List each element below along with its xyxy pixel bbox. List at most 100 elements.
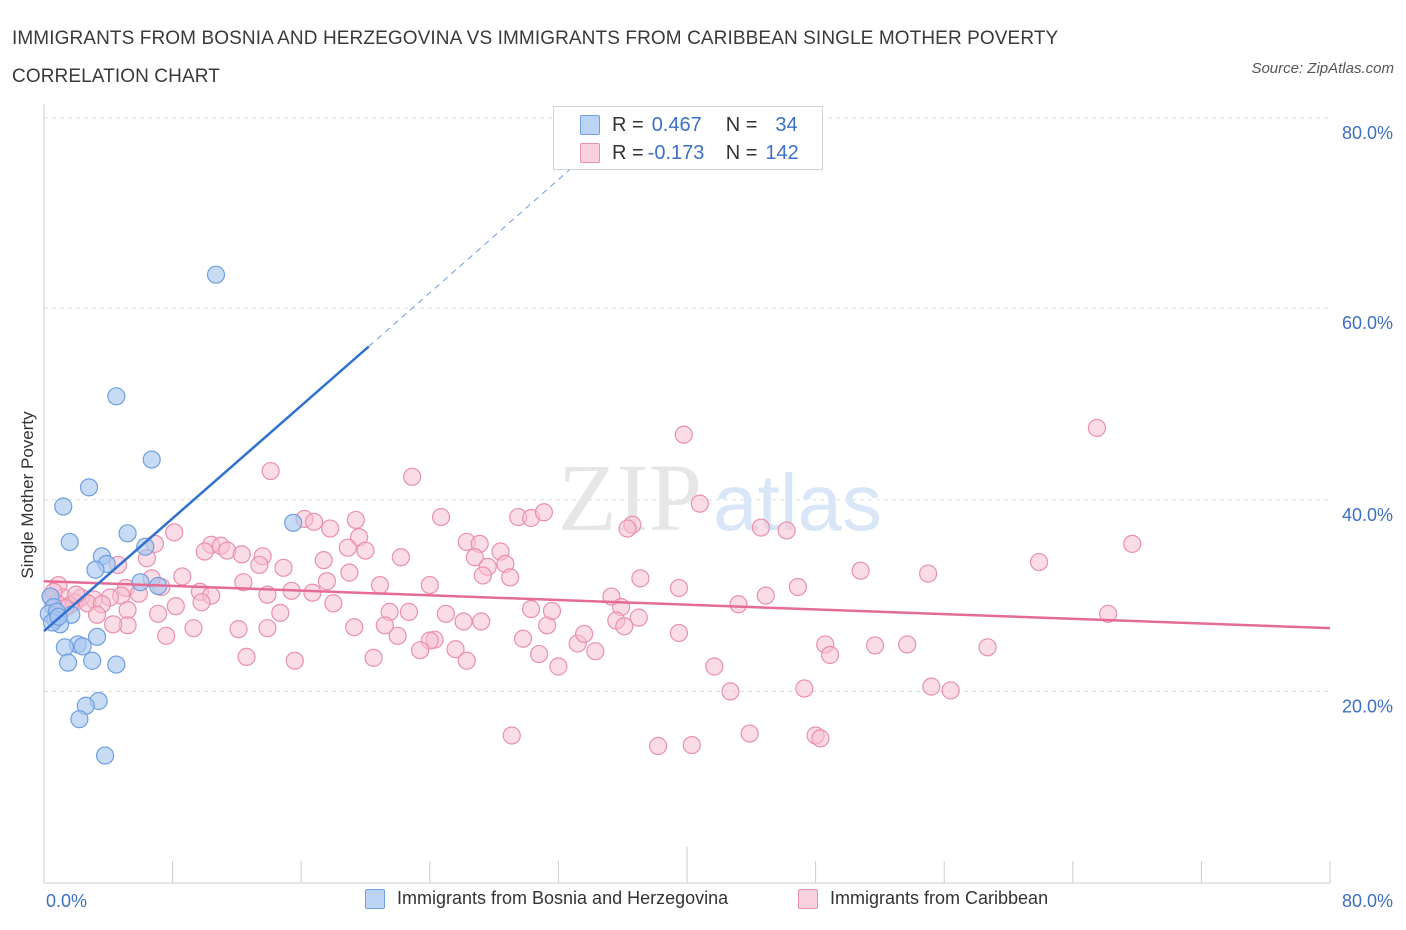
caribbean-point [513, 629, 533, 648]
caribbean-point [157, 626, 176, 645]
caribbean-point [285, 651, 304, 670]
caribbean-point [465, 548, 484, 567]
bosnia-point [79, 478, 99, 497]
bosnia-point [59, 653, 78, 672]
bosnia-point [70, 710, 89, 729]
caribbean-point [922, 677, 941, 696]
caribbean-legend-label: Immigrants from Caribbean [830, 888, 1049, 908]
legend-r-value: 0.467 [651, 113, 702, 136]
caribbean-point [777, 521, 796, 540]
bosnia-point [73, 637, 92, 656]
caribbean-point [403, 467, 422, 486]
bosnia-point [284, 513, 303, 532]
caribbean-point [669, 623, 689, 643]
bosnia-point [60, 532, 79, 552]
caribbean-point [473, 566, 492, 585]
x-tick-label: 0.0% [46, 891, 87, 911]
y-tick-label: 80.0% [1342, 123, 1393, 143]
caribbean-point [411, 641, 430, 660]
legend-n-label: N = [725, 113, 758, 136]
caribbean-point [502, 726, 521, 745]
legend-n-label: N = [725, 141, 758, 164]
caribbean-point [274, 558, 293, 577]
caribbean-point [375, 616, 394, 635]
caribbean-point [941, 681, 960, 700]
watermark-atlas: atlas [713, 458, 882, 547]
caribbean-point [457, 651, 476, 670]
caribbean-point [1087, 418, 1107, 438]
bosnia-point [206, 265, 226, 284]
caribbean-point [454, 612, 473, 631]
caribbean-point [346, 510, 365, 530]
legend-n-value: 34 [775, 113, 798, 136]
caribbean-point [1123, 534, 1142, 553]
caribbean-point [788, 577, 808, 597]
caribbean-point [549, 657, 568, 676]
caribbean-point [542, 601, 562, 621]
bosnia-point [118, 524, 137, 543]
caribbean-point [740, 724, 759, 743]
caribbean-point [919, 564, 938, 583]
caribbean-point [682, 735, 701, 755]
watermark: ZIP atlas [558, 444, 882, 551]
source-label: Source: ZipAtlas.com [1251, 60, 1394, 77]
caribbean-point [184, 619, 203, 638]
caribbean-point [229, 620, 248, 639]
bosnia-point [87, 627, 107, 646]
caribbean-point [811, 729, 830, 748]
bosnia-point [83, 651, 102, 670]
caribbean-legend-swatch [798, 888, 818, 909]
bosnia-point [54, 497, 73, 516]
caribbean-point [173, 567, 192, 586]
caribbean-point [420, 575, 439, 595]
caribbean-point [705, 657, 724, 676]
caribbean-point [586, 642, 605, 661]
caribbean-point [399, 602, 419, 621]
caribbean-point [345, 618, 364, 637]
caribbean-point [87, 605, 107, 624]
bosnia-point [107, 655, 126, 674]
caribbean-point [648, 736, 668, 756]
caribbean-point [192, 593, 211, 612]
caribbean-point [303, 583, 322, 602]
caribbean-point [304, 512, 324, 531]
caribbean-trend-line [43, 579, 1331, 630]
caribbean-point [436, 604, 455, 623]
caribbean-point [67, 585, 86, 604]
chart-title: IMMIGRANTS FROM BOSNIA AND HERZEGOVINA V… [12, 28, 1058, 87]
caribbean-point [631, 569, 650, 588]
caribbean-point [575, 624, 594, 644]
bosnia-trend-line [43, 345, 370, 632]
caribbean-point [751, 518, 771, 537]
caribbean-point [795, 679, 814, 698]
caribbean-point [618, 519, 637, 538]
caribbean-point [149, 604, 168, 623]
bosnia-trend-extension [368, 165, 575, 347]
bosnia-legend-swatch [365, 888, 385, 909]
caribbean-point [851, 561, 870, 580]
caribbean-point [530, 644, 549, 664]
caribbean-point [669, 578, 689, 598]
caribbean-point [756, 586, 775, 605]
caribbean-point [165, 523, 184, 542]
axes [43, 104, 1331, 884]
caribbean-point [104, 615, 123, 634]
bosnia-point [136, 537, 155, 556]
caribbean-point [364, 648, 383, 667]
caribbean-point [237, 647, 256, 667]
caribbean-point [721, 682, 740, 701]
caribbean-swatch [580, 143, 600, 163]
caribbean-point [534, 503, 554, 522]
caribbean-point [729, 595, 748, 614]
bottom-legend-bosnia: Immigrants from Bosnia and Herzegovina [365, 888, 728, 909]
bosnia-point [131, 573, 150, 592]
caribbean-point [978, 638, 997, 657]
legend-r-label: R = [612, 141, 644, 164]
bosnia-point [86, 560, 105, 579]
legend-n-value: 142 [765, 141, 799, 164]
caribbean-point [195, 542, 214, 561]
caribbean-point [258, 619, 277, 638]
caribbean-point [898, 635, 917, 654]
correlation-legend: R = 0.467 N = 34 R = -0.173 N = 142 [553, 106, 823, 170]
caribbean-point [629, 608, 648, 627]
